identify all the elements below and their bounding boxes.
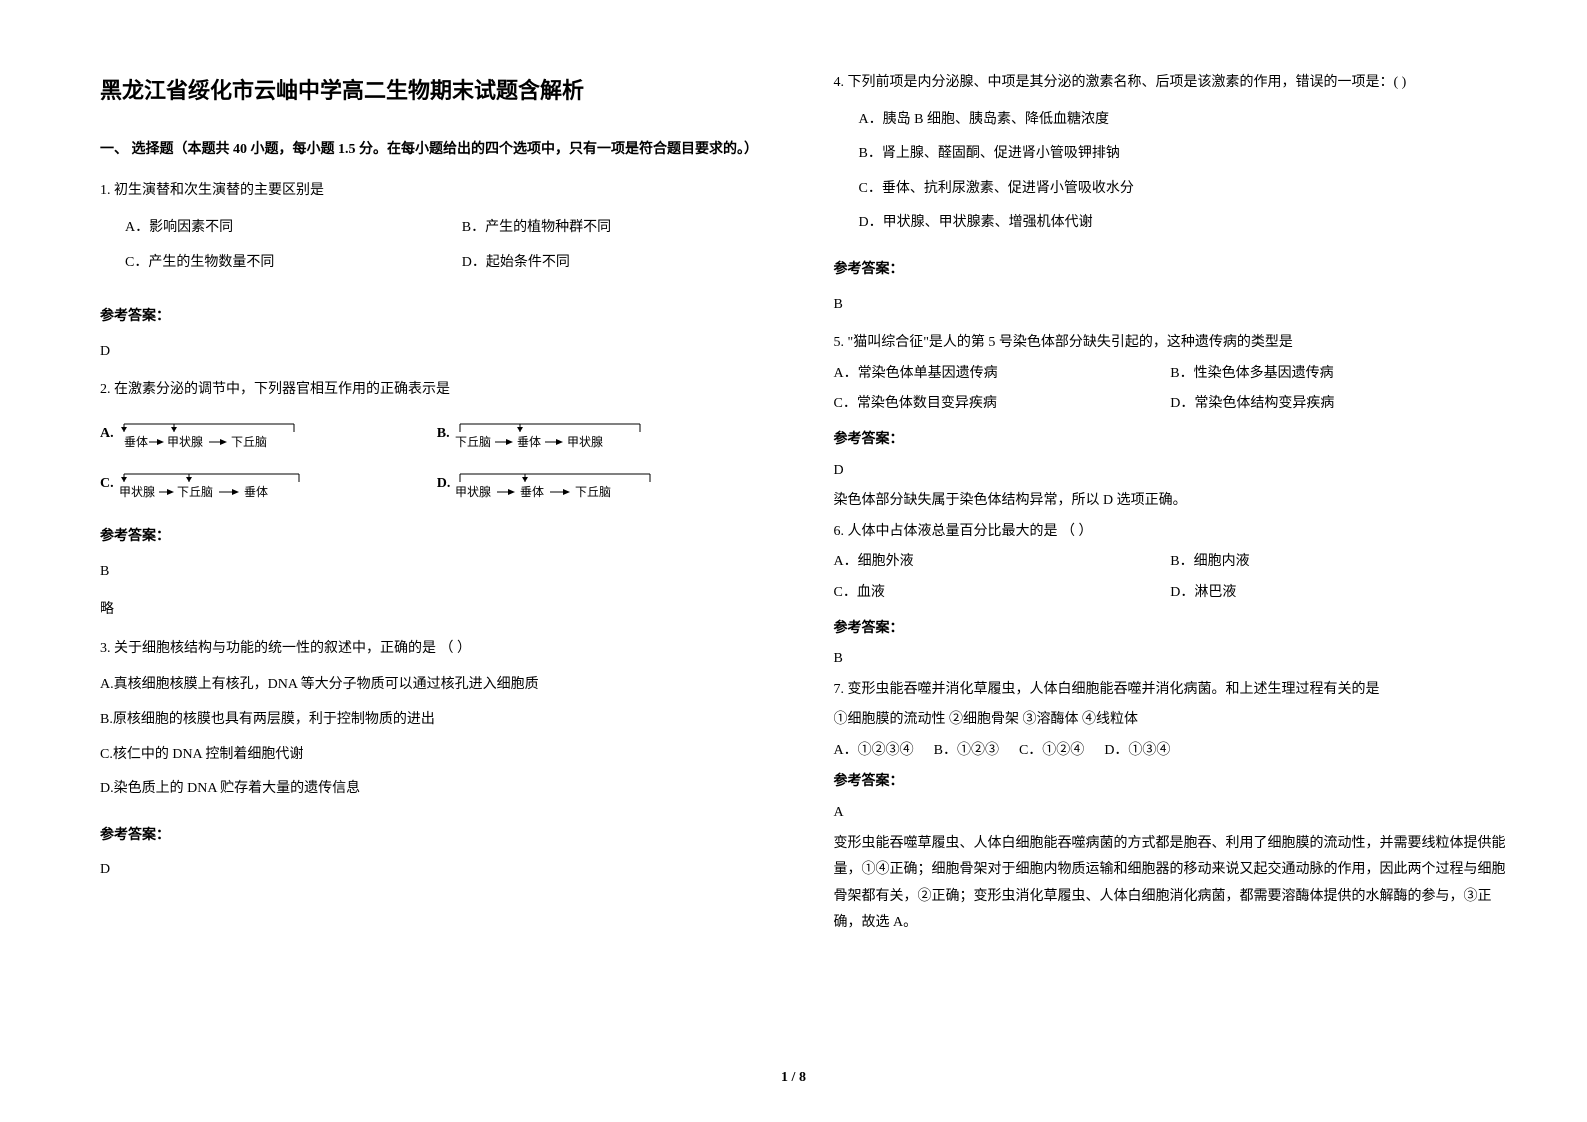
- svg-text:甲状腺: 甲状腺: [119, 485, 155, 499]
- q4-text: 4. 下列前项是内分泌腺、中项是其分泌的激素名称、后项是该激素的作用，错误的一项…: [834, 70, 1508, 97]
- q7-option-a: A．①②③④: [834, 738, 914, 765]
- svg-text:垂体: 垂体: [520, 485, 544, 499]
- document-title: 黑龙江省绥化市云岫中学高二生物期末试题含解析: [100, 70, 774, 112]
- question-6: 6. 人体中占体液总量百分比最大的是 （ ） A．细胞外液 B．细胞内液 C．血…: [834, 519, 1508, 611]
- q2-option-d: D. 甲状腺 垂体 下丘脑: [437, 464, 774, 504]
- q7-option-d: D．①③④: [1104, 738, 1170, 765]
- q5-answer-label: 参考答案：: [834, 427, 1508, 454]
- q5-answer: D: [834, 458, 1508, 485]
- q2-option-c: C. 甲状腺 下丘脑 垂体: [100, 464, 437, 504]
- q5-option-a: A．常染色体单基因遗传病: [834, 361, 1171, 388]
- q1-option-c: C．产生的生物数量不同: [100, 250, 437, 277]
- q4-option-c: C．垂体、抗利尿激素、促进肾小管吸收水分: [834, 176, 1508, 203]
- svg-text:甲状腺: 甲状腺: [167, 435, 203, 449]
- q1-option-b: B．产生的植物种群不同: [437, 215, 774, 242]
- q3-text: 3. 关于细胞核结构与功能的统一性的叙述中，正确的是 （ ）: [100, 636, 774, 663]
- q2-diagram-row-2: C. 甲状腺 下丘脑 垂体: [100, 464, 774, 504]
- two-column-layout: 黑龙江省绥化市云岫中学高二生物期末试题含解析 一、 选择题（本题共 40 小题，…: [100, 70, 1507, 949]
- q2-answer-label: 参考答案：: [100, 524, 774, 551]
- q6-option-a: A．细胞外液: [834, 549, 1171, 576]
- svg-text:甲状腺: 甲状腺: [567, 435, 603, 449]
- q3-answer: D: [100, 857, 774, 884]
- svg-text:下丘脑: 下丘脑: [231, 435, 267, 449]
- q7-answer: A: [834, 800, 1508, 827]
- q1-answer-label: 参考答案：: [100, 304, 774, 331]
- page-number: 1 / 8: [781, 1065, 806, 1092]
- q5-option-d: D．常染色体结构变异疾病: [1170, 391, 1507, 418]
- q3-option-c: C.核仁中的 DNA 控制着细胞代谢: [100, 742, 774, 769]
- q2-option-b: B. 下丘脑 垂体 甲状腺: [437, 414, 774, 454]
- q6-option-d: D．淋巴液: [1170, 580, 1507, 607]
- q3-option-d: D.染色质上的 DNA 贮存着大量的遗传信息: [100, 776, 774, 803]
- q1-answer: D: [100, 339, 774, 366]
- q7-option-b: B．①②③: [934, 738, 999, 765]
- svg-text:下丘脑: 下丘脑: [575, 485, 611, 499]
- q7-explanation: 变形虫能吞噬草履虫、人体白细胞能吞噬病菌的方式都是胞吞、利用了细胞膜的流动性，并…: [834, 831, 1508, 937]
- question-2: 2. 在激素分泌的调节中，下列器官相互作用的正确表示是 A. 垂体 甲: [100, 377, 774, 504]
- q7-option-c: C．①②④: [1019, 738, 1084, 765]
- q5-options: A．常染色体单基因遗传病 B．性染色体多基因遗传病 C．常染色体数目变异疾病 D…: [834, 361, 1508, 422]
- svg-text:垂体: 垂体: [124, 435, 148, 449]
- question-4: 4. 下列前项是内分泌腺、中项是其分泌的激素名称、后项是该激素的作用，错误的一项…: [834, 70, 1508, 237]
- q7-items: ①细胞膜的流动性 ②细胞骨架 ③溶酶体 ④线粒体: [834, 707, 1508, 734]
- q5-option-c: C．常染色体数目变异疾病: [834, 391, 1171, 418]
- q6-text: 6. 人体中占体液总量百分比最大的是 （ ）: [834, 519, 1508, 546]
- svg-text:垂体: 垂体: [517, 435, 541, 449]
- q3-option-b: B.原核细胞的核膜也具有两层膜，利于控制物质的进出: [100, 707, 774, 734]
- section-header: 一、 选择题（本题共 40 小题，每小题 1.5 分。在每小题给出的四个选项中，…: [100, 137, 774, 164]
- q6-answer-label: 参考答案：: [834, 616, 1508, 643]
- q2-diagram-c: 甲状腺 下丘脑 垂体: [119, 464, 309, 504]
- svg-text:甲状腺: 甲状腺: [455, 485, 491, 499]
- q4-option-a: A．胰岛 B 细胞、胰岛素、降低血糖浓度: [834, 107, 1508, 134]
- q1-options: A．影响因素不同 B．产生的植物种群不同 C．产生的生物数量不同 D．起始条件不…: [100, 215, 774, 284]
- q7-answer-label: 参考答案：: [834, 769, 1508, 796]
- q2-note: 略: [100, 597, 774, 624]
- q2-text: 2. 在激素分泌的调节中，下列器官相互作用的正确表示是: [100, 377, 774, 404]
- q3-answer-label: 参考答案：: [100, 823, 774, 850]
- q4-options: A．胰岛 B 细胞、胰岛素、降低血糖浓度 B．肾上腺、醛固酮、促进肾小管吸钾排钠…: [834, 107, 1508, 237]
- q4-option-d: D．甲状腺、甲状腺素、增强机体代谢: [834, 210, 1508, 237]
- q5-option-b: B．性染色体多基因遗传病: [1170, 361, 1507, 388]
- q2-label-c: C.: [100, 471, 114, 498]
- q6-option-b: B．细胞内液: [1170, 549, 1507, 576]
- q1-option-a: A．影响因素不同: [100, 215, 437, 242]
- q1-text: 1. 初生演替和次生演替的主要区别是: [100, 178, 774, 205]
- q5-explanation: 染色体部分缺失属于染色体结构异常，所以 D 选项正确。: [834, 488, 1508, 515]
- right-column: 4. 下列前项是内分泌腺、中项是其分泌的激素名称、后项是该激素的作用，错误的一项…: [834, 70, 1508, 949]
- q3-option-a: A.真核细胞核膜上有核孔，DNA 等大分子物质可以通过核孔进入细胞质: [100, 672, 774, 699]
- q2-label-b: B.: [437, 421, 450, 448]
- q3-options: A.真核细胞核膜上有核孔，DNA 等大分子物质可以通过核孔进入细胞质 B.原核细…: [100, 672, 774, 802]
- q2-label-d: D.: [437, 471, 451, 498]
- q4-answer-label: 参考答案：: [834, 257, 1508, 284]
- svg-text:垂体: 垂体: [244, 485, 268, 499]
- left-column: 黑龙江省绥化市云岫中学高二生物期末试题含解析 一、 选择题（本题共 40 小题，…: [100, 70, 774, 949]
- q2-answer: B: [100, 559, 774, 586]
- question-3: 3. 关于细胞核结构与功能的统一性的叙述中，正确的是 （ ） A.真核细胞核膜上…: [100, 636, 774, 803]
- q2-diagram-d: 甲状腺 垂体 下丘脑: [455, 464, 655, 504]
- q1-option-d: D．起始条件不同: [437, 250, 774, 277]
- q2-label-a: A.: [100, 421, 114, 448]
- q4-answer: B: [834, 292, 1508, 319]
- q6-options: A．细胞外液 B．细胞内液 C．血液 D．淋巴液: [834, 549, 1508, 610]
- question-7: 7. 变形虫能吞噬并消化草履虫，人体白细胞能吞噬并消化病菌。和上述生理过程有关的…: [834, 677, 1508, 765]
- q4-option-b: B．肾上腺、醛固酮、促进肾小管吸钾排钠: [834, 141, 1508, 168]
- q7-options: A．①②③④ B．①②③ C．①②④ D．①③④: [834, 738, 1508, 765]
- q2-diagram-b: 下丘脑 垂体 甲状腺: [455, 414, 645, 454]
- q2-option-a: A. 垂体 甲状腺 下丘脑: [100, 414, 437, 454]
- q6-answer: B: [834, 646, 1508, 673]
- q7-text: 7. 变形虫能吞噬并消化草履虫，人体白细胞能吞噬并消化病菌。和上述生理过程有关的…: [834, 677, 1508, 704]
- question-1: 1. 初生演替和次生演替的主要区别是 A．影响因素不同 B．产生的植物种群不同 …: [100, 178, 774, 284]
- q2-diagram-a: 垂体 甲状腺 下丘脑: [119, 414, 299, 454]
- q5-text: 5. "猫叫综合征"是人的第 5 号染色体部分缺失引起的，这种遗传病的类型是: [834, 330, 1508, 357]
- svg-text:下丘脑: 下丘脑: [455, 435, 491, 449]
- q6-option-c: C．血液: [834, 580, 1171, 607]
- q2-diagram-row-1: A. 垂体 甲状腺 下丘脑: [100, 414, 774, 454]
- svg-text:下丘脑: 下丘脑: [177, 485, 213, 499]
- question-5: 5. "猫叫综合征"是人的第 5 号染色体部分缺失引起的，这种遗传病的类型是 A…: [834, 330, 1508, 422]
